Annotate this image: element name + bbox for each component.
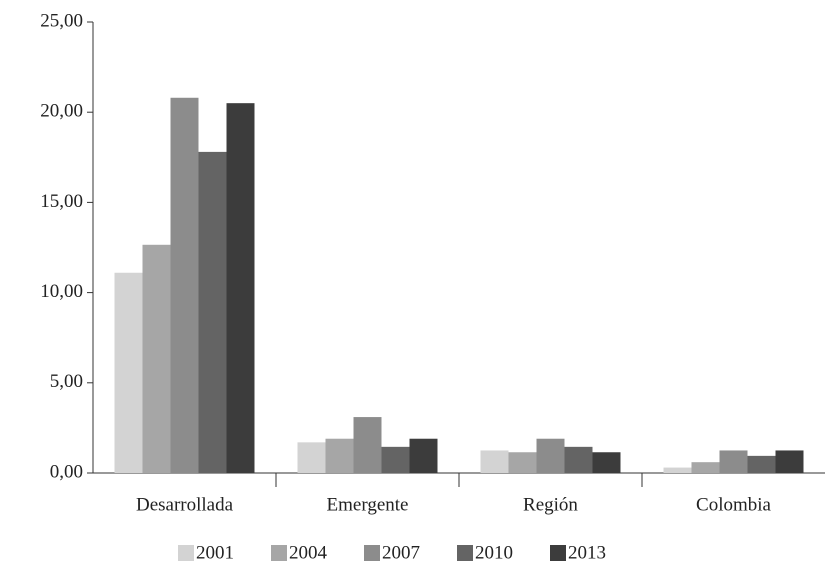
y-tick-label: 0,00 xyxy=(50,461,83,482)
bar xyxy=(592,452,621,473)
bar xyxy=(775,450,804,473)
bar xyxy=(747,455,776,473)
legend-swatch xyxy=(550,545,566,561)
bar xyxy=(114,272,143,473)
x-tick-label: Región xyxy=(523,494,578,515)
bar xyxy=(142,244,171,473)
legend-label: 2004 xyxy=(289,542,328,563)
y-tick-label: 15,00 xyxy=(40,191,83,212)
legend-label: 2007 xyxy=(382,542,420,563)
x-tick-label: Desarrollada xyxy=(136,494,234,515)
y-tick-label: 25,00 xyxy=(40,10,83,31)
bar xyxy=(719,450,748,473)
x-tick-label: Colombia xyxy=(696,494,772,515)
legend-swatch xyxy=(271,545,287,561)
bar xyxy=(564,446,593,473)
bar xyxy=(409,438,438,473)
bar xyxy=(325,438,354,473)
legend-swatch xyxy=(457,545,473,561)
bar xyxy=(663,467,692,473)
bar xyxy=(170,97,199,473)
legend-label: 2013 xyxy=(568,542,606,563)
y-tick-label: 10,00 xyxy=(40,281,83,302)
bar xyxy=(691,462,720,473)
bar xyxy=(508,452,537,473)
legend-swatch xyxy=(364,545,380,561)
bar xyxy=(381,446,410,473)
bar xyxy=(226,103,255,474)
bar xyxy=(536,438,565,473)
legend-label: 2001 xyxy=(196,542,234,563)
y-tick-label: 20,00 xyxy=(40,101,83,122)
bar xyxy=(297,442,326,473)
x-tick-label: Emergente xyxy=(327,494,409,515)
bar xyxy=(480,450,509,473)
legend-label: 2010 xyxy=(475,542,513,563)
bar xyxy=(353,417,382,473)
bar xyxy=(198,151,227,473)
legend-swatch xyxy=(178,545,194,561)
y-tick-label: 5,00 xyxy=(50,371,83,392)
